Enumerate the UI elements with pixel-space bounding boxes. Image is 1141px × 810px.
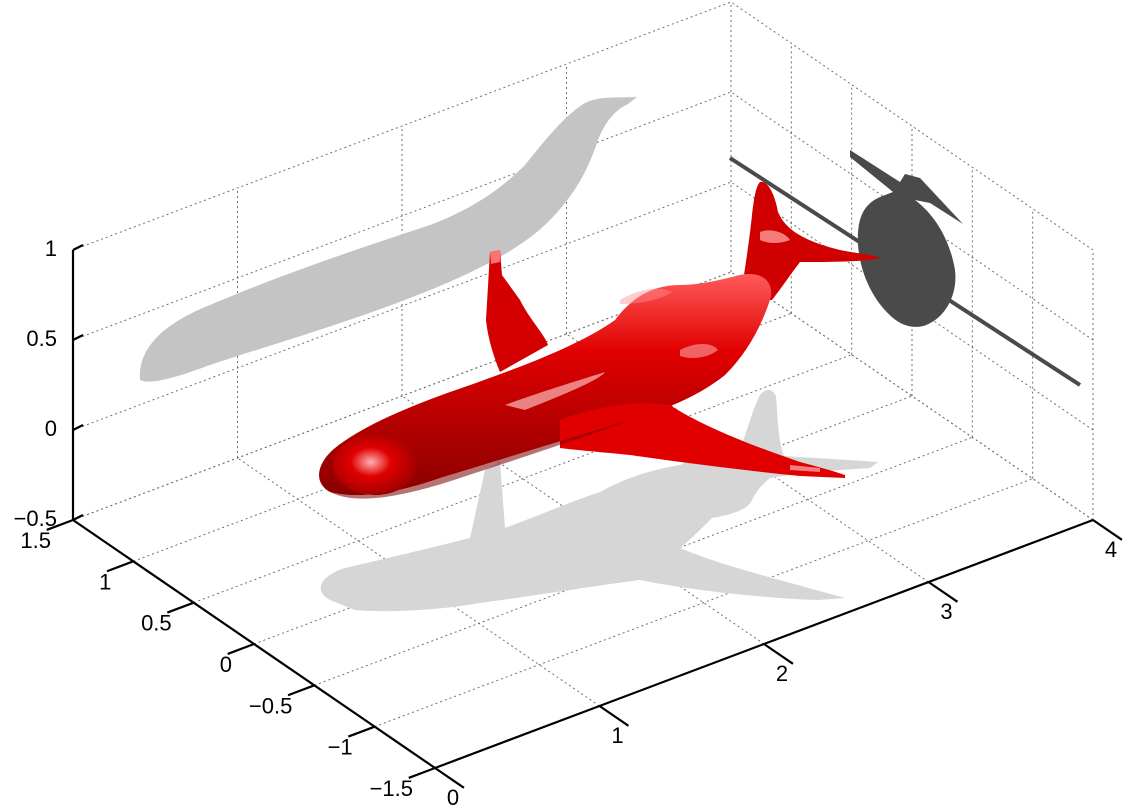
- y-tick: [106, 560, 134, 573]
- nose-highlight: [333, 435, 417, 495]
- z-tick: [72, 514, 84, 521]
- side-wall-grid-line: [730, 181, 1094, 431]
- x-tick-label: 3: [940, 599, 952, 624]
- y-tick: [46, 518, 74, 531]
- airplane-surface: [319, 181, 880, 499]
- side-wall-grid-line: [730, 271, 1094, 521]
- y-tick-label: 1.5: [20, 528, 51, 553]
- far-wing: [486, 250, 548, 372]
- side-wall-grid-line: [730, 1, 1094, 251]
- y-tick: [227, 642, 255, 655]
- x-tick-label: 1: [611, 723, 623, 748]
- y-tick: [408, 766, 436, 779]
- y-tick: [166, 601, 195, 614]
- z-tick-label: 1: [45, 236, 57, 261]
- axes: [46, 244, 1123, 789]
- y-tick-label: 1: [99, 569, 111, 594]
- fuselage: [319, 274, 772, 496]
- near-wing: [560, 403, 845, 478]
- vertical-tail: [740, 181, 880, 300]
- x-tick-label: 4: [1105, 537, 1117, 562]
- back-wall-shadow: [139, 97, 637, 382]
- x-tick: [434, 767, 465, 789]
- floor-shadow: [320, 389, 879, 612]
- side-wall-shadow: [728, 150, 1082, 387]
- back-wall-grid-line: [72, 181, 732, 431]
- y-tick-label: −1: [328, 735, 353, 760]
- x-tick: [927, 581, 959, 603]
- x-tick-label: 0: [447, 785, 459, 810]
- x-tick-label: 2: [776, 661, 788, 686]
- y-tick: [287, 684, 315, 697]
- back-wall-grid-line: [72, 91, 732, 341]
- x-tick: [598, 705, 630, 727]
- x-tick: [1092, 519, 1123, 541]
- y-tick-label: −1.5: [370, 776, 413, 801]
- x-tick: [763, 643, 794, 665]
- shadow-projections: [139, 97, 1082, 612]
- z-tick: [72, 244, 84, 251]
- y-tick: [347, 725, 376, 738]
- z-tick-label: 0: [45, 416, 57, 441]
- side-wall-grid-line: [730, 91, 1094, 341]
- z-tick-label: −0.5: [14, 506, 57, 531]
- back-wall-grid-line: [72, 1, 732, 251]
- z-tick-label: 0.5: [26, 326, 57, 351]
- y-tick-label: 0.5: [141, 611, 172, 636]
- y-tick-label: 0: [220, 652, 232, 677]
- z-tick: [72, 334, 84, 341]
- floor-grid-line: [193, 354, 852, 604]
- y-tick-label: −0.5: [249, 693, 292, 718]
- floor-grid-line: [374, 478, 1033, 728]
- z-tick: [72, 424, 84, 431]
